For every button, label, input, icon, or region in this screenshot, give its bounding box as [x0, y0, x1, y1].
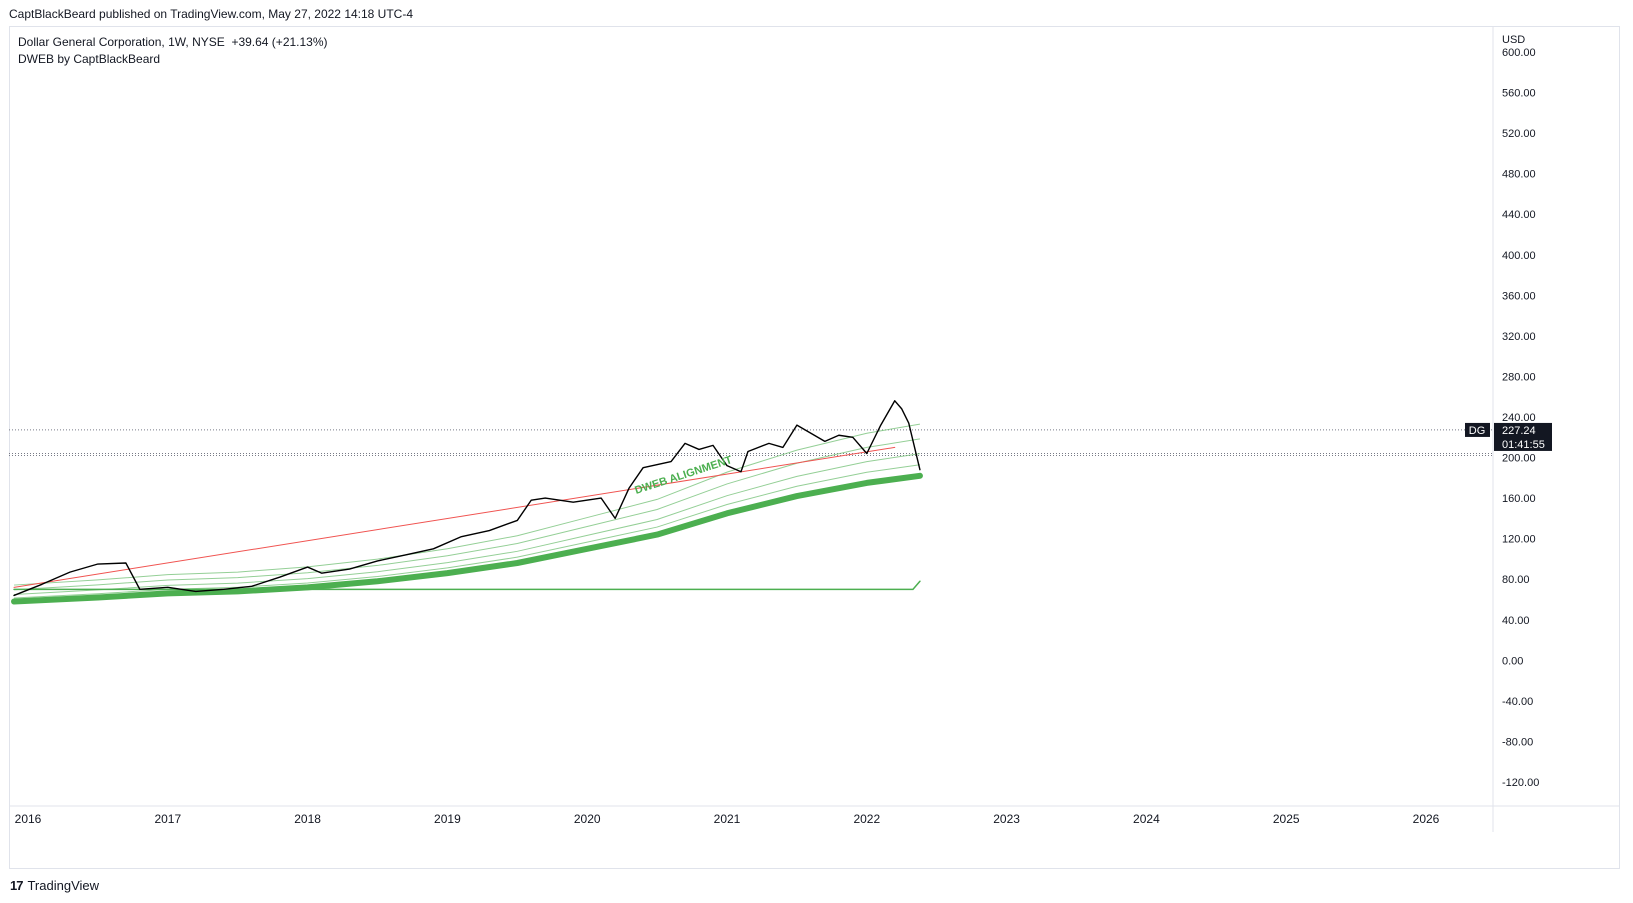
time-axis-ticks[interactable]: 2016 2017 2018 2019 2020 2021 2022 2023 2024 2025…: [15, 812, 1440, 826]
x-tick-label: 2022: [853, 812, 880, 826]
y-tick-label: 320.00: [1502, 331, 1536, 343]
publish-info: CaptBlackBeard published on TradingView.…: [9, 7, 414, 21]
current-price-value: 227.24: [1502, 425, 1536, 437]
dweb-thin-ema: [13, 464, 920, 599]
x-tick-label: 2017: [154, 812, 181, 826]
current-price-label[interactable]: DG 227.24 01:41:55: [1465, 422, 1552, 451]
x-tick-label: 2026: [1413, 812, 1440, 826]
footer-brand[interactable]: 17 TradingView: [10, 878, 99, 893]
legend-symbol-row: Dollar General Corporation, 1W, NYSE +39…: [18, 34, 328, 51]
price-badge: [1494, 422, 1552, 451]
legend-change: +39.64 (+21.13%): [231, 35, 328, 49]
x-tick-label: 2019: [434, 812, 461, 826]
dweb-thin-ema: [13, 453, 920, 595]
y-tick-label: 400.00: [1502, 250, 1536, 262]
x-tick-label: 2021: [714, 812, 741, 826]
price-axis-ticks[interactable]: 600.00 560.00 520.00 480.00 440.00 400.00 360.…: [1502, 47, 1539, 789]
dweb-thick-ema: [11, 472, 923, 605]
y-tick-label: 480.00: [1502, 169, 1536, 181]
price-axis-currency: USD: [1502, 34, 1525, 46]
legend-symbol: Dollar General Corporation, 1W, NYSE: [18, 35, 225, 49]
y-tick-label: 40.00: [1502, 615, 1530, 627]
ticker-badge: [1465, 422, 1490, 437]
x-tick-label: 2024: [1133, 812, 1160, 826]
legend-indicator: DWEB by CaptBlackBeard: [18, 52, 161, 66]
ticker-label: DG: [1469, 425, 1486, 437]
y-tick-label: 80.00: [1502, 574, 1530, 586]
y-tick-label: 280.00: [1502, 371, 1536, 383]
chart-frame[interactable]: [9, 26, 1620, 869]
y-tick-label: 600.00: [1502, 47, 1536, 59]
y-tick-label: 560.00: [1502, 88, 1536, 100]
tradingview-logo-icon: 17: [10, 878, 24, 893]
y-tick-label: 0.00: [1502, 655, 1523, 667]
y-tick-label: -80.00: [1502, 736, 1533, 748]
y-tick-label: 520.00: [1502, 128, 1536, 140]
reference-lines: [9, 429, 1493, 457]
dweb-red-line: [13, 446, 896, 588]
x-tick-label: 2020: [574, 812, 601, 826]
x-tick-label: 2023: [993, 812, 1020, 826]
y-tick-label: -40.00: [1502, 696, 1533, 708]
chart-legend: Dollar General Corporation, 1W, NYSE +39…: [18, 34, 328, 68]
tradingview-brand: TradingView: [27, 878, 100, 893]
dweb-thin-ema-lines: [13, 423, 921, 599]
bar-countdown: 01:41:55: [1502, 439, 1545, 451]
x-tick-label: 2025: [1273, 812, 1300, 826]
y-tick-label: -120.00: [1502, 777, 1539, 789]
y-tick-label: 120.00: [1502, 534, 1536, 546]
y-tick-label: 240.00: [1502, 412, 1536, 424]
y-tick-label: 160.00: [1502, 493, 1536, 505]
dweb-thin-ema: [13, 438, 921, 591]
series-lines: [11, 400, 923, 605]
x-tick-label: 2018: [294, 812, 321, 826]
x-tick-label: 2016: [15, 812, 42, 826]
dweb-thin-ema: [13, 423, 921, 586]
y-tick-label: 360.00: [1502, 290, 1536, 302]
y-tick-label: 440.00: [1502, 209, 1536, 221]
price-series: [13, 400, 921, 597]
y-tick-label: 200.00: [1502, 453, 1536, 465]
